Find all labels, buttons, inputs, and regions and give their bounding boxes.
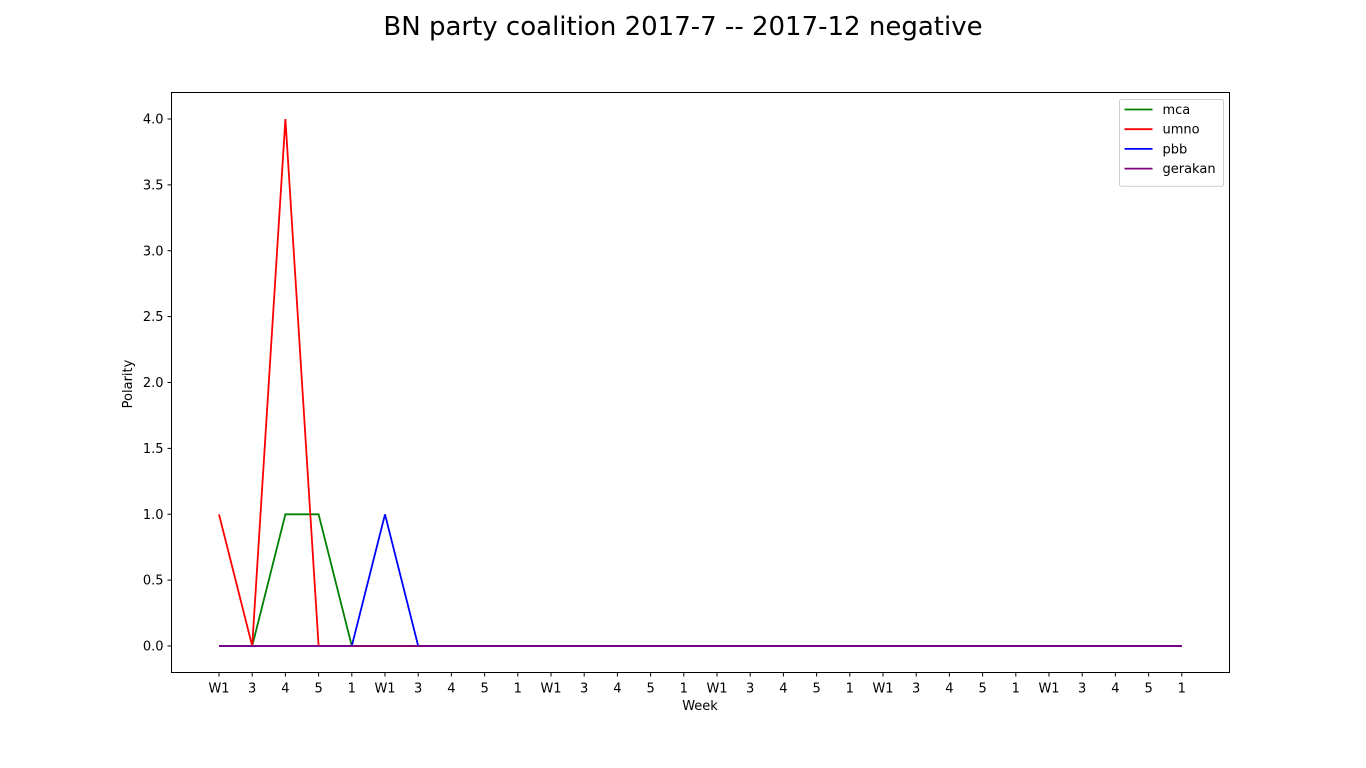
legend-box xyxy=(1119,99,1224,187)
x-tick-label: 5 xyxy=(978,682,986,697)
x-tick-label: W1 xyxy=(208,682,229,697)
x-tick-label: 1 xyxy=(514,682,522,697)
x-tick-label: 3 xyxy=(1078,682,1086,697)
legend-label-umno: umno xyxy=(1163,123,1200,138)
legend-label-mca: mca xyxy=(1163,103,1191,118)
x-tick-label: 4 xyxy=(945,682,953,697)
x-tick-label: 5 xyxy=(480,682,488,697)
x-tick-label: 1 xyxy=(846,682,854,697)
x-axis: W1 3 4 5 1 W1 3 4 5 1 W1 3 4 5 1 W1 3 4 5 1 W1 3 4 5 1 W1 3 4 5 1 xyxy=(208,672,1186,697)
series-lines xyxy=(218,118,1182,647)
series-line-umno xyxy=(218,118,1182,647)
x-tick-label: W1 xyxy=(1038,682,1059,697)
x-tick-label: 4 xyxy=(1111,682,1119,697)
x-tick-label: 1 xyxy=(680,682,688,697)
legend-label-gerakan: gerakan xyxy=(1163,162,1216,177)
y-tick-label: 2.5 xyxy=(143,310,164,325)
y-tick-label: 0.0 xyxy=(143,640,164,655)
series-line-pbb xyxy=(219,514,1182,647)
y-tick-label: 1.5 xyxy=(143,442,164,457)
plot-area xyxy=(171,92,1230,673)
x-tick-label: W1 xyxy=(706,682,727,697)
chart-title: BN party coalition 2017-7 -- 2017-12 neg… xyxy=(383,12,982,42)
x-tick-label: 3 xyxy=(746,682,754,697)
x-tick-label: W1 xyxy=(374,682,395,697)
y-tick-label: 3.0 xyxy=(143,244,164,259)
x-tick-label: 5 xyxy=(1144,682,1152,697)
x-tick-label: 1 xyxy=(1178,682,1186,697)
x-tick-label: 3 xyxy=(912,682,920,697)
y-axis-label: Polarity xyxy=(121,359,136,408)
y-tick-label: 1.0 xyxy=(143,508,164,523)
y-axis: 0.0 0.5 1.0 1.5 2.0 2.5 3.0 3.5 4.0 xyxy=(143,113,172,655)
x-tick-label: 4 xyxy=(779,682,787,697)
y-tick-label: 2.0 xyxy=(143,376,164,391)
x-tick-label: W1 xyxy=(540,682,561,697)
legend: mca umno pbb gerakan xyxy=(1119,99,1224,187)
y-tick-label: 0.5 xyxy=(143,574,164,589)
x-tick-label: 1 xyxy=(348,682,356,697)
series-line-mca xyxy=(219,513,1182,647)
x-tick-label: 3 xyxy=(248,682,256,697)
x-tick-label: 3 xyxy=(414,682,422,697)
x-tick-label: 5 xyxy=(646,682,654,697)
y-tick-label: 3.5 xyxy=(143,178,164,193)
x-axis-label: Week xyxy=(682,699,718,714)
x-tick-label: 1 xyxy=(1012,682,1020,697)
y-tick-label: 4.0 xyxy=(143,113,164,128)
x-tick-label: 5 xyxy=(812,682,820,697)
x-tick-label: W1 xyxy=(872,682,893,697)
x-tick-label: 3 xyxy=(580,682,588,697)
legend-label-pbb: pbb xyxy=(1163,142,1188,157)
x-tick-label: 4 xyxy=(613,682,621,697)
x-tick-label: 5 xyxy=(314,682,322,697)
x-tick-label: 4 xyxy=(447,682,455,697)
x-tick-label: 4 xyxy=(281,682,289,697)
